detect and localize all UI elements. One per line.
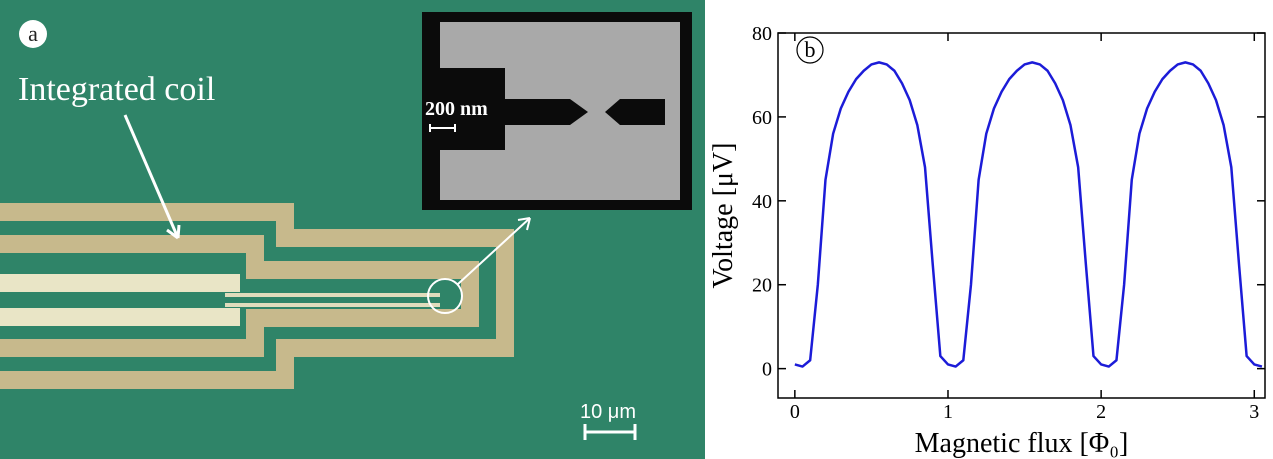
arrow bbox=[457, 217, 531, 285]
y-tick-label: 20 bbox=[752, 275, 772, 297]
lead bbox=[0, 308, 240, 326]
x-tick-label: 2 bbox=[1096, 401, 1106, 423]
coil bbox=[0, 203, 514, 389]
highlight bbox=[427, 278, 463, 314]
y-axis-label: Voltage [μV] bbox=[708, 143, 739, 289]
x-tick-label: 1 bbox=[943, 401, 953, 423]
lead bbox=[225, 293, 440, 307]
scale-bar bbox=[583, 424, 637, 440]
chart: 0 20 40 60 80 0 1 2 3 Magnetic flux [Φ₀] Voltage [… bbox=[708, 23, 1266, 459]
inset-gap bbox=[426, 70, 504, 150]
arrow bbox=[123, 114, 181, 240]
plot-frame bbox=[777, 32, 1266, 399]
panel-label-bg bbox=[19, 20, 47, 48]
y-tick-label: 40 bbox=[752, 191, 772, 213]
x-axis-label: Magnetic flux [Φ₀] bbox=[915, 428, 1129, 459]
annotation: Integrated coil bbox=[18, 71, 215, 108]
panel-label-circle bbox=[796, 36, 824, 64]
lead bbox=[0, 274, 240, 292]
x-tick-label: 0 bbox=[790, 401, 800, 423]
y-tick-label: 60 bbox=[752, 107, 772, 129]
inset-structure bbox=[440, 22, 680, 200]
micrograph: 200 nm a Integrated coil 10 μm bbox=[0, 0, 705, 459]
inset-scale-bar bbox=[429, 124, 456, 132]
y-tick-label: 0 bbox=[762, 359, 772, 381]
panel-label: a bbox=[28, 21, 38, 46]
x-tick-label: 3 bbox=[1249, 401, 1259, 423]
y-tick-label: 80 bbox=[752, 23, 772, 45]
inset-scale: 200 nm bbox=[425, 98, 488, 120]
scale-label: 10 μm bbox=[580, 401, 636, 423]
panel-label: b bbox=[805, 37, 816, 62]
data-line bbox=[794, 61, 1263, 368]
